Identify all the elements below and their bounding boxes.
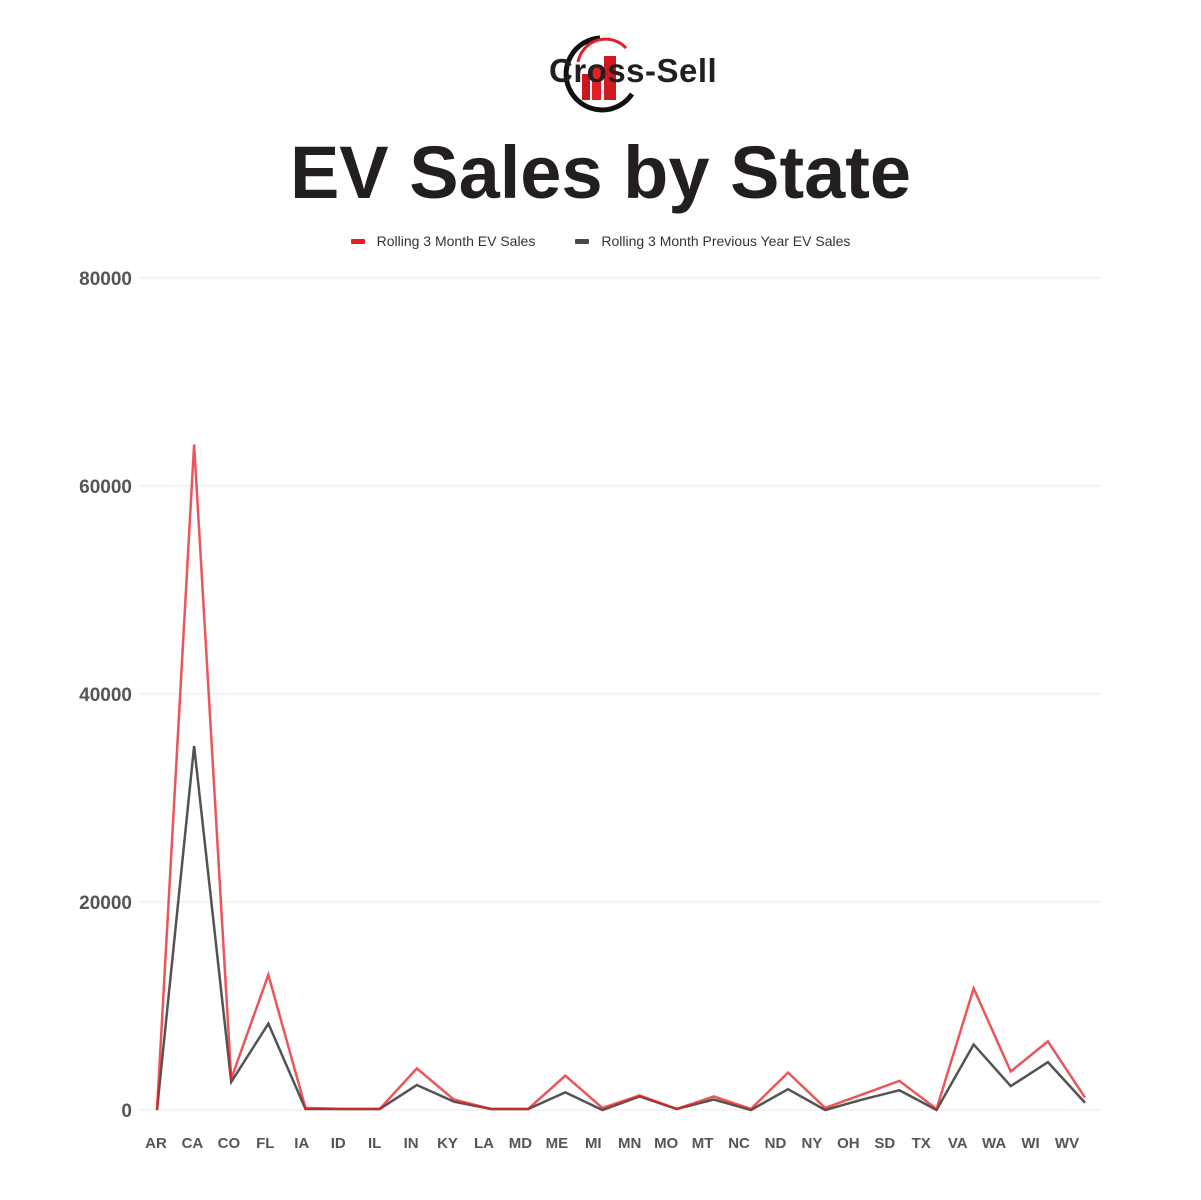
series-line-current xyxy=(155,444,1087,1112)
y-tick-label: 80000 xyxy=(79,269,132,290)
x-tick-label: IN xyxy=(404,1135,419,1152)
x-tick-label: CA xyxy=(182,1135,204,1152)
x-tick-label: MO xyxy=(654,1135,678,1152)
x-tick-label: MT xyxy=(692,1135,714,1152)
x-tick-label: CO xyxy=(218,1135,241,1152)
x-tick-label: MN xyxy=(618,1135,641,1152)
x-tick-label: VA xyxy=(948,1135,968,1152)
x-tick-label: AR xyxy=(145,1135,167,1152)
x-tick-label: MD xyxy=(509,1135,532,1152)
x-tick-label: ID xyxy=(331,1135,346,1152)
x-tick-label: NC xyxy=(728,1135,750,1152)
x-tick-label: IA xyxy=(294,1135,309,1152)
legend-label: Rolling 3 Month Previous Year EV Sales xyxy=(601,233,851,249)
x-tick-label: TX xyxy=(912,1135,931,1152)
legend-swatch xyxy=(350,238,365,244)
x-tick-label: MI xyxy=(585,1135,602,1152)
legend-item-current[interactable]: Rolling 3 Month EV Sales xyxy=(350,233,536,249)
x-tick-label: LA xyxy=(474,1135,494,1152)
y-tick-label: 40000 xyxy=(79,685,132,706)
x-tick-label: ND xyxy=(765,1135,787,1152)
x-tick-label: FL xyxy=(256,1135,274,1152)
legend-item-previous[interactable]: Rolling 3 Month Previous Year EV Sales xyxy=(575,233,850,249)
x-tick-label: KY xyxy=(437,1135,458,1152)
y-tick-label: 20000 xyxy=(79,893,132,914)
legend: Rolling 3 Month EV Sales Rolling 3 Month… xyxy=(0,233,1201,249)
x-tick-label: WV xyxy=(1055,1135,1079,1152)
legend-label: Rolling 3 Month EV Sales xyxy=(376,233,536,249)
cross-sell-logo xyxy=(563,35,635,113)
chart-title: EV Sales by State xyxy=(289,131,912,214)
y-tick-label: 60000 xyxy=(79,477,132,498)
series-line-previous-year xyxy=(155,745,1086,1112)
legend-swatch xyxy=(575,238,590,244)
x-tick-label: ME xyxy=(546,1135,569,1152)
brand-name: Cross-Sell xyxy=(549,52,718,89)
y-tick-label: 0 xyxy=(121,1101,132,1122)
x-tick-label: WI xyxy=(1021,1135,1039,1152)
x-tick-label: IL xyxy=(368,1135,381,1152)
x-tick-label: NY xyxy=(801,1135,822,1152)
x-tick-label: WA xyxy=(982,1135,1006,1152)
x-tick-label: SD xyxy=(874,1135,895,1152)
x-tick-label: OH xyxy=(837,1135,860,1152)
